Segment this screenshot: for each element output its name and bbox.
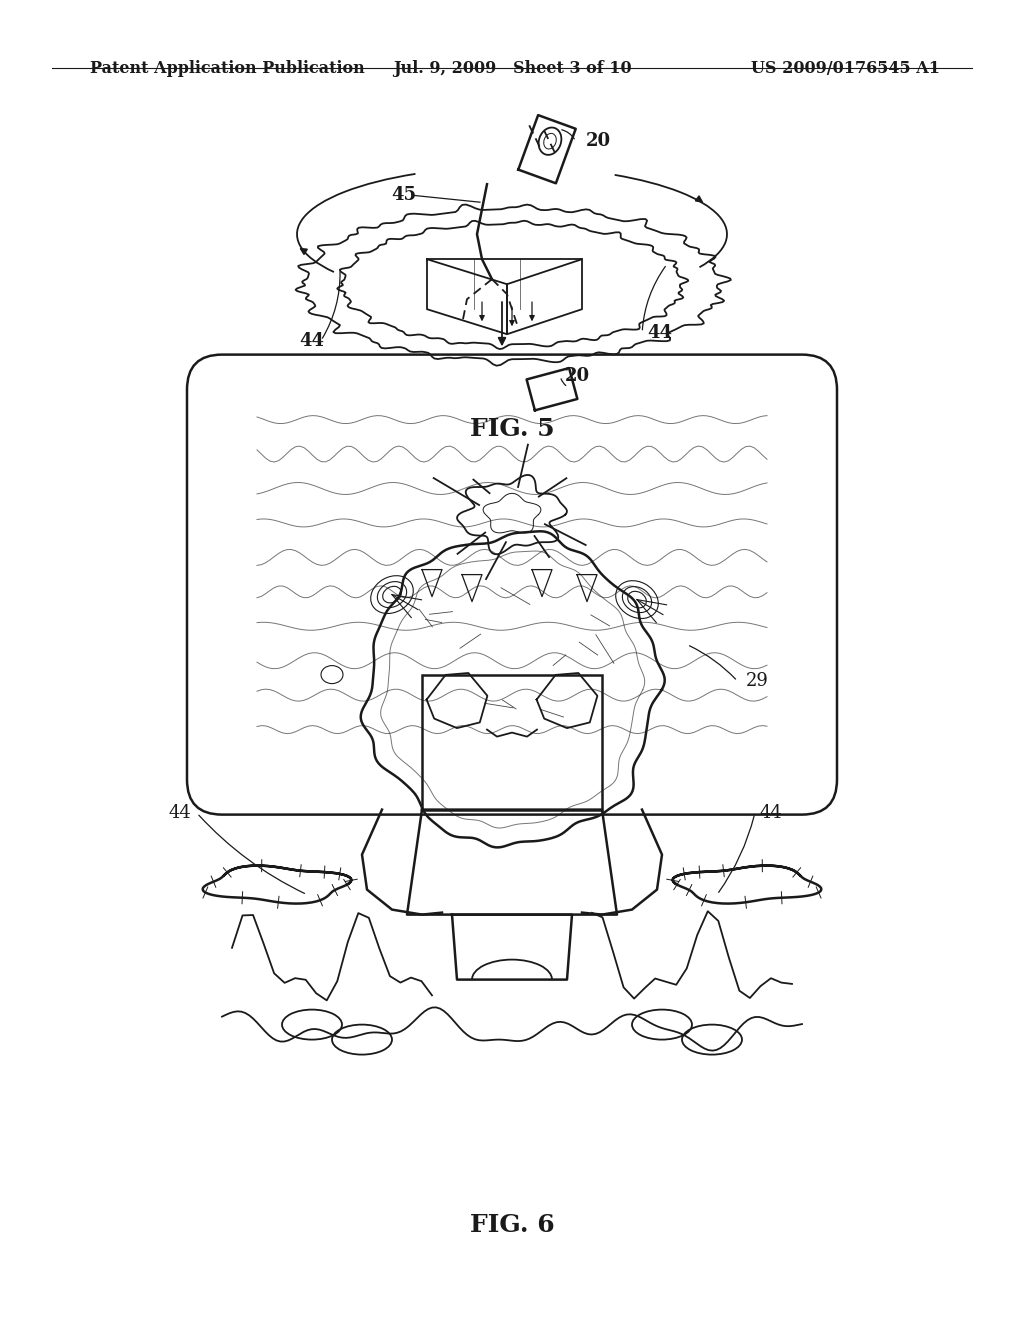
Text: US 2009/0176545 A1: US 2009/0176545 A1 [751,61,940,77]
Text: Jul. 9, 2009   Sheet 3 of 10: Jul. 9, 2009 Sheet 3 of 10 [392,61,632,77]
Text: 20: 20 [586,132,611,150]
FancyBboxPatch shape [187,355,837,814]
Text: 45: 45 [391,186,417,205]
Text: 44: 44 [299,331,324,350]
Text: FIG. 5: FIG. 5 [470,417,554,441]
Text: FIG. 6: FIG. 6 [470,1213,554,1237]
Text: 29: 29 [745,672,768,690]
Text: 20: 20 [565,367,591,385]
Text: 44: 44 [760,804,782,822]
Text: Patent Application Publication: Patent Application Publication [90,61,365,77]
Text: 44: 44 [647,323,672,342]
Bar [422,675,602,809]
Text: 44: 44 [169,804,191,822]
